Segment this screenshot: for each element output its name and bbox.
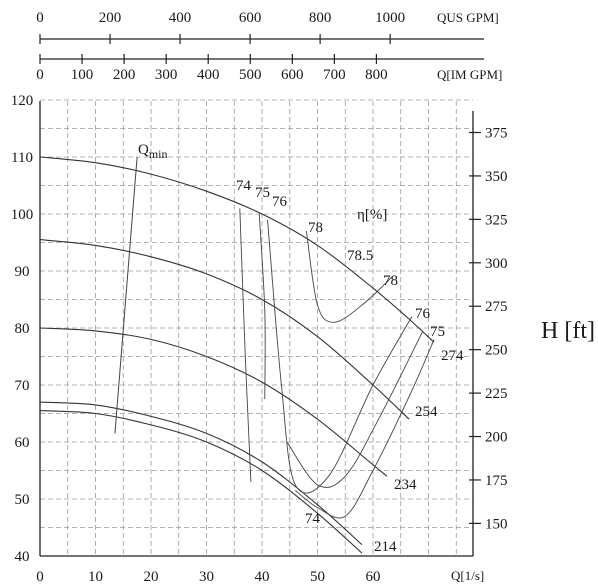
us-gpm-tick-label: 800 bbox=[309, 10, 332, 26]
head-m-tick-label: 90 bbox=[15, 264, 30, 280]
head-ft-tick-label: 200 bbox=[485, 430, 508, 446]
efficiency-label: 78 bbox=[308, 220, 323, 236]
efficiency-contour-76 bbox=[286, 330, 424, 488]
efficiency-contour-76 bbox=[267, 219, 413, 494]
efficiency-label: 74 bbox=[236, 178, 252, 194]
flow-tick-label: 50 bbox=[310, 569, 325, 585]
flow-axis-label: Q[1/s] bbox=[451, 568, 484, 583]
im-gpm-tick-label: 400 bbox=[197, 67, 220, 83]
head-m-tick-label: 70 bbox=[15, 378, 30, 394]
head-curve-label: 274 bbox=[441, 348, 464, 364]
head-curve-label: 254 bbox=[415, 404, 438, 420]
head-curve-second-line bbox=[39, 410, 363, 554]
efficiency-label: 75 bbox=[255, 185, 270, 201]
head-ft-tick-label: 375 bbox=[485, 125, 508, 141]
head-ft-tick-label: 325 bbox=[485, 212, 508, 228]
efficiency-contours bbox=[239, 208, 435, 519]
head-curve-274 bbox=[39, 156, 435, 343]
us-gpm-tick-label: 400 bbox=[169, 10, 192, 26]
flow-tick-label: 0 bbox=[36, 569, 44, 585]
us-gpm-tick-label: 1000 bbox=[375, 10, 405, 26]
head-ft-axis-ticks: 150 175 200 225 250 275 300 325 350 375 bbox=[469, 125, 508, 532]
efficiency-label: 78.5 bbox=[347, 248, 373, 264]
head-curve-label: 234 bbox=[394, 477, 417, 493]
head-m-tick-label: 120 bbox=[11, 93, 34, 109]
im-gpm-tick-label: 600 bbox=[281, 67, 304, 83]
flow-tick-label: 60 bbox=[366, 569, 381, 585]
im-gpm-tick-label: 800 bbox=[365, 67, 388, 83]
us-gpm-axis-label: QUS GPM] bbox=[437, 10, 499, 25]
head-ft-tick-label: 150 bbox=[485, 516, 508, 532]
im-gpm-axis-label: Q[IM GPM] bbox=[437, 67, 502, 82]
flow-axis-ticks: 0 10 20 30 40 50 60 bbox=[36, 569, 380, 585]
head-ft-tick-label: 175 bbox=[485, 473, 508, 489]
flow-tick-label: 30 bbox=[199, 569, 214, 585]
head-ft-tick-label: 300 bbox=[485, 256, 508, 272]
us-gpm-tick-label: 200 bbox=[99, 10, 122, 26]
head-m-tick-label: 40 bbox=[15, 549, 30, 565]
efficiency-contour-74 bbox=[239, 208, 252, 482]
efficiency-label: 78 bbox=[383, 273, 398, 289]
us-gpm-tick-label: 0 bbox=[36, 10, 44, 26]
head-m-tick-label: 60 bbox=[15, 435, 30, 451]
head-curves bbox=[39, 156, 435, 554]
efficiency-label: 76 bbox=[415, 306, 431, 322]
head-m-tick-label: 110 bbox=[11, 150, 33, 166]
top-flow-axes: 0 200 400 600 800 1000 0 100 200 300 400 500 600 700 8… bbox=[36, 10, 484, 83]
efficiency-unit-label: η[%] bbox=[357, 207, 387, 223]
head-curve-254 bbox=[39, 239, 410, 420]
head-ft-tick-label: 250 bbox=[485, 343, 508, 359]
head-curve-234 bbox=[39, 327, 388, 477]
head-curve-label: 214 bbox=[374, 539, 397, 555]
qmin-line bbox=[114, 156, 138, 434]
efficiency-contour-75 bbox=[258, 213, 266, 400]
im-gpm-tick-label: 700 bbox=[323, 67, 346, 83]
head-curve-214 bbox=[39, 401, 363, 546]
qmin-subscript: min bbox=[149, 147, 168, 161]
head-ft-tick-label: 275 bbox=[485, 299, 508, 315]
efficiency-label: 75 bbox=[430, 324, 445, 340]
efficiency-label: 74 bbox=[305, 511, 321, 527]
efficiency-contour-74 bbox=[295, 339, 435, 519]
us-gpm-tick-label: 600 bbox=[239, 10, 262, 26]
flow-tick-label: 20 bbox=[144, 569, 159, 585]
head-ft-tick-label: 350 bbox=[485, 169, 508, 185]
efficiency-label: 76 bbox=[272, 194, 288, 210]
im-gpm-tick-label: 100 bbox=[71, 67, 94, 83]
im-gpm-tick-label: 500 bbox=[239, 67, 262, 83]
grid bbox=[40, 99, 473, 556]
head-ft-tick-label: 225 bbox=[485, 386, 508, 402]
qmin-line-group: Qmin bbox=[114, 142, 168, 434]
head-m-axis-ticks: 40 50 60 70 80 90 100 110 120 bbox=[11, 93, 34, 565]
efficiency-contour-78 bbox=[305, 231, 393, 323]
im-gpm-tick-label: 200 bbox=[113, 67, 136, 83]
im-gpm-tick-label: 300 bbox=[155, 67, 178, 83]
flow-tick-label: 10 bbox=[88, 569, 103, 585]
head-ft-axis-label: H [ft] bbox=[541, 318, 595, 344]
head-m-tick-label: 50 bbox=[15, 492, 30, 508]
head-m-tick-label: 80 bbox=[15, 321, 30, 337]
head-m-tick-label: 100 bbox=[11, 207, 34, 223]
qmin-label: Qmin bbox=[138, 142, 168, 161]
flow-tick-label: 40 bbox=[255, 569, 270, 585]
im-gpm-tick-label: 0 bbox=[36, 67, 44, 83]
